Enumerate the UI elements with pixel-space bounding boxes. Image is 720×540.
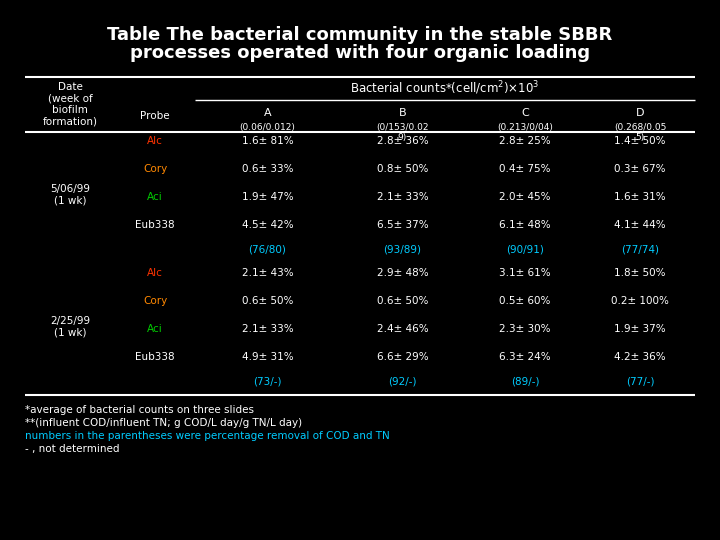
Text: 0.2± 100%: 0.2± 100%: [611, 296, 669, 306]
Text: 3.1± 61%: 3.1± 61%: [499, 268, 551, 278]
Text: Aci: Aci: [147, 324, 163, 334]
Text: 2.1± 43%: 2.1± 43%: [242, 268, 293, 278]
Text: numbers in the parentheses were percentage removal of COD and TN: numbers in the parentheses were percenta…: [25, 431, 390, 441]
Text: (0.213/0/04): (0.213/0/04): [497, 123, 553, 132]
Text: Eub338: Eub338: [135, 352, 175, 362]
Text: Cory: Cory: [143, 164, 167, 174]
Text: 2.1± 33%: 2.1± 33%: [242, 324, 293, 334]
Text: 6.3± 24%: 6.3± 24%: [499, 352, 551, 362]
Text: 0.4± 75%: 0.4± 75%: [499, 164, 551, 174]
Text: 2.9± 48%: 2.9± 48%: [377, 268, 428, 278]
Text: Aci: Aci: [147, 192, 163, 202]
Text: 0.6± 50%: 0.6± 50%: [377, 296, 428, 306]
Text: 1.6± 31%: 1.6± 31%: [614, 192, 666, 202]
Text: (93/89): (93/89): [384, 244, 421, 254]
Text: 4.2± 36%: 4.2± 36%: [614, 352, 666, 362]
Text: (0.06/0.012): (0.06/0.012): [240, 123, 295, 132]
Text: 0.5± 60%: 0.5± 60%: [499, 296, 551, 306]
Text: (76/80): (76/80): [248, 244, 287, 254]
Text: processes operated with four organic loading: processes operated with four organic loa…: [130, 44, 590, 62]
Text: (0.268/0.05
5): (0.268/0.05 5): [614, 123, 666, 143]
Text: 2.8± 36%: 2.8± 36%: [377, 136, 428, 146]
Text: (89/-): (89/-): [510, 376, 539, 386]
Text: 4.9± 31%: 4.9± 31%: [242, 352, 293, 362]
Text: C: C: [521, 108, 529, 118]
Text: 2/25/99
(1 wk): 2/25/99 (1 wk): [50, 316, 90, 338]
Text: 1.8± 50%: 1.8± 50%: [614, 268, 666, 278]
Text: (73/-): (73/-): [253, 376, 282, 386]
Text: 0.6± 50%: 0.6± 50%: [242, 296, 293, 306]
Text: 0.3± 67%: 0.3± 67%: [614, 164, 666, 174]
Text: 2.4± 46%: 2.4± 46%: [377, 324, 428, 334]
Text: 1.9± 47%: 1.9± 47%: [242, 192, 293, 202]
Text: **(influent COD/influent TN; g COD/L day/g TN/L day): **(influent COD/influent TN; g COD/L day…: [25, 418, 302, 428]
Text: B: B: [399, 108, 406, 118]
Text: Cory: Cory: [143, 296, 167, 306]
Text: (0/153/0.02
9): (0/153/0.02 9): [377, 123, 428, 143]
Text: Table The bacterial community in the stable SBBR: Table The bacterial community in the sta…: [107, 26, 613, 44]
Text: 5/06/99
(1 wk): 5/06/99 (1 wk): [50, 184, 90, 206]
Text: 4.5± 42%: 4.5± 42%: [242, 220, 293, 230]
Text: 2.1± 33%: 2.1± 33%: [377, 192, 428, 202]
Text: Bacterial counts*(cell/cm$^2$)$\times$10$^3$: Bacterial counts*(cell/cm$^2$)$\times$10…: [351, 80, 540, 97]
Text: (92/-): (92/-): [388, 376, 417, 386]
Text: (77/-): (77/-): [626, 376, 654, 386]
Text: - , not determined: - , not determined: [25, 444, 120, 454]
Text: Eub338: Eub338: [135, 220, 175, 230]
Text: 2.8± 25%: 2.8± 25%: [499, 136, 551, 146]
Text: 0.8± 50%: 0.8± 50%: [377, 164, 428, 174]
Text: Alc: Alc: [147, 268, 163, 278]
Text: Probe: Probe: [140, 111, 170, 121]
Text: 0.6± 33%: 0.6± 33%: [242, 164, 293, 174]
Text: D: D: [636, 108, 644, 118]
Text: 2.3± 30%: 2.3± 30%: [499, 324, 551, 334]
Text: 4.1± 44%: 4.1± 44%: [614, 220, 666, 230]
Text: Date
(week of
biofilm
formation): Date (week of biofilm formation): [42, 82, 97, 127]
Text: *average of bacterial counts on three slides: *average of bacterial counts on three sl…: [25, 405, 254, 415]
Text: 6.5± 37%: 6.5± 37%: [377, 220, 428, 230]
Text: 1.9± 37%: 1.9± 37%: [614, 324, 666, 334]
Text: (77/74): (77/74): [621, 244, 659, 254]
Text: Alc: Alc: [147, 136, 163, 146]
Text: 6.1± 48%: 6.1± 48%: [499, 220, 551, 230]
Text: 2.0± 45%: 2.0± 45%: [499, 192, 551, 202]
Text: 6.6± 29%: 6.6± 29%: [377, 352, 428, 362]
Text: 1.4± 50%: 1.4± 50%: [614, 136, 666, 146]
Text: 1.6± 81%: 1.6± 81%: [242, 136, 293, 146]
Text: (90/91): (90/91): [506, 244, 544, 254]
Text: A: A: [264, 108, 271, 118]
